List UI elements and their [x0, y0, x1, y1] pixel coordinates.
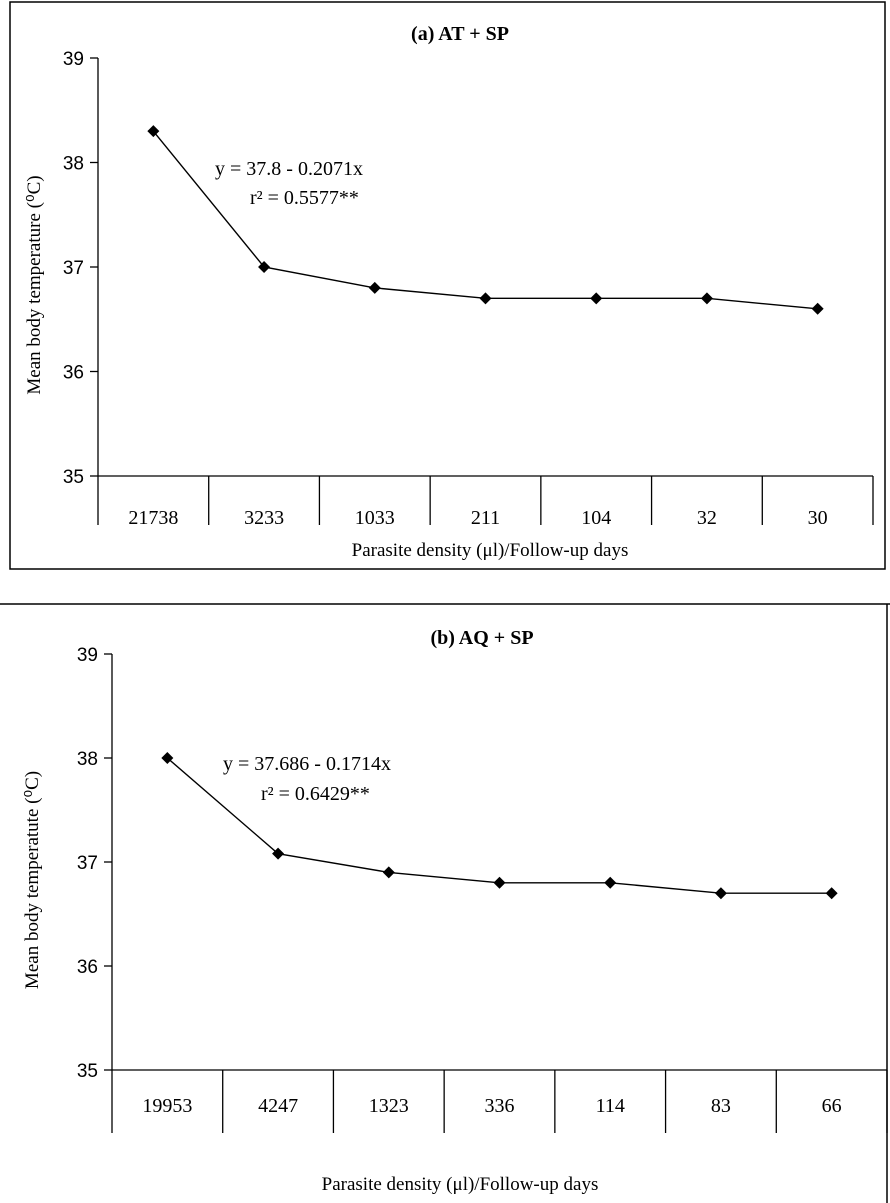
panel-b-category-label: 66 [822, 1095, 842, 1117]
panel-b-data-point [604, 876, 617, 889]
panel-a-category-label: 21738 [128, 507, 178, 529]
panel-a: (a) AT + SP y = 37.8 - 0.2071x r² = 0.55… [9, 1, 886, 570]
panel-a-border [9, 1, 886, 570]
panel-b-y-tick-label: 39 [77, 645, 98, 666]
panel-a-r2: r² = 0.5577** [250, 187, 359, 209]
panel-b-data-point [714, 887, 727, 900]
panel-b-data-point [161, 752, 174, 764]
panel-b-category-label: 1323 [369, 1095, 409, 1117]
panel-b-y-tick-label: 38 [77, 749, 98, 770]
panel-b-category-label: 4247 [258, 1095, 298, 1117]
panel-b-category-label: 19953 [142, 1095, 192, 1117]
panel-b-equation: y = 37.686 - 0.1714x [223, 753, 391, 775]
panel-a-category-label: 32 [697, 507, 717, 529]
panel-a-data-point [700, 292, 713, 305]
panel-b-data-point [382, 866, 395, 879]
panel-b-series-line [166, 757, 832, 894]
panel-b-r2: r² = 0.6429** [261, 783, 370, 805]
panel-b-category-label: 83 [711, 1095, 731, 1117]
panel-a-data-point [479, 292, 492, 305]
panel-b-y-tick-label: 36 [77, 957, 98, 978]
panel-a-y-tick-label: 36 [63, 363, 84, 384]
panel-b-category-label: 336 [485, 1095, 515, 1117]
panel-a-y-tick-label: 35 [63, 467, 84, 488]
panel-a-ylabel: Mean body temperature (⁰C) [24, 175, 45, 394]
panel-a-data-point [147, 125, 160, 138]
panel-a-title: (a) AT + SP [411, 23, 509, 45]
panel-b-ylabel: Mean body temperatute (⁰C) [22, 771, 43, 989]
panel-a-equation: y = 37.8 - 0.2071x [215, 158, 363, 180]
panel-a-y-tick-label: 38 [63, 154, 84, 175]
panel-a-category-label: 1033 [355, 507, 395, 529]
panel-a-xlabel: Parasite density (μl)/Follow-up days [352, 540, 629, 561]
panel-a-category-label: 211 [471, 507, 500, 529]
panel-a-category-label: 3233 [244, 507, 284, 529]
panel-b-xlabel: Parasite density (μl)/Follow-up days [322, 1174, 599, 1195]
panel-b-title: (b) AQ + SP [430, 627, 533, 649]
panel-b-data-point [825, 887, 838, 900]
panel-b-y-tick-label: 37 [77, 853, 98, 874]
panel-b-data-point [493, 876, 506, 889]
panel-b-data-point [272, 847, 285, 860]
panel-a-y-tick-label: 37 [63, 258, 84, 279]
panel-a-category-label: 104 [581, 507, 611, 529]
panel-a-data-point [368, 281, 381, 294]
panel-a-plot-area: 35 36 37 38 39 21738 3233 1033 211 104 32 30 [63, 49, 874, 529]
panel-a-y-tick-label: 39 [63, 49, 84, 70]
panel-b: (b) AQ + SP y = 37.686 - 0.1714x r² = 0.… [22, 604, 888, 1203]
panel-b-category-label: 114 [596, 1095, 625, 1117]
panel-b-y-tick-label: 35 [77, 1061, 98, 1082]
panel-a-category-label: 30 [808, 507, 828, 529]
panel-a-data-point [590, 292, 603, 305]
panel-a-data-point [258, 261, 271, 273]
panel-a-data-point [811, 302, 824, 315]
panel-b-plot-area: 35 36 37 38 39 19953 4247 1323 336 114 83 66 [77, 645, 888, 1133]
